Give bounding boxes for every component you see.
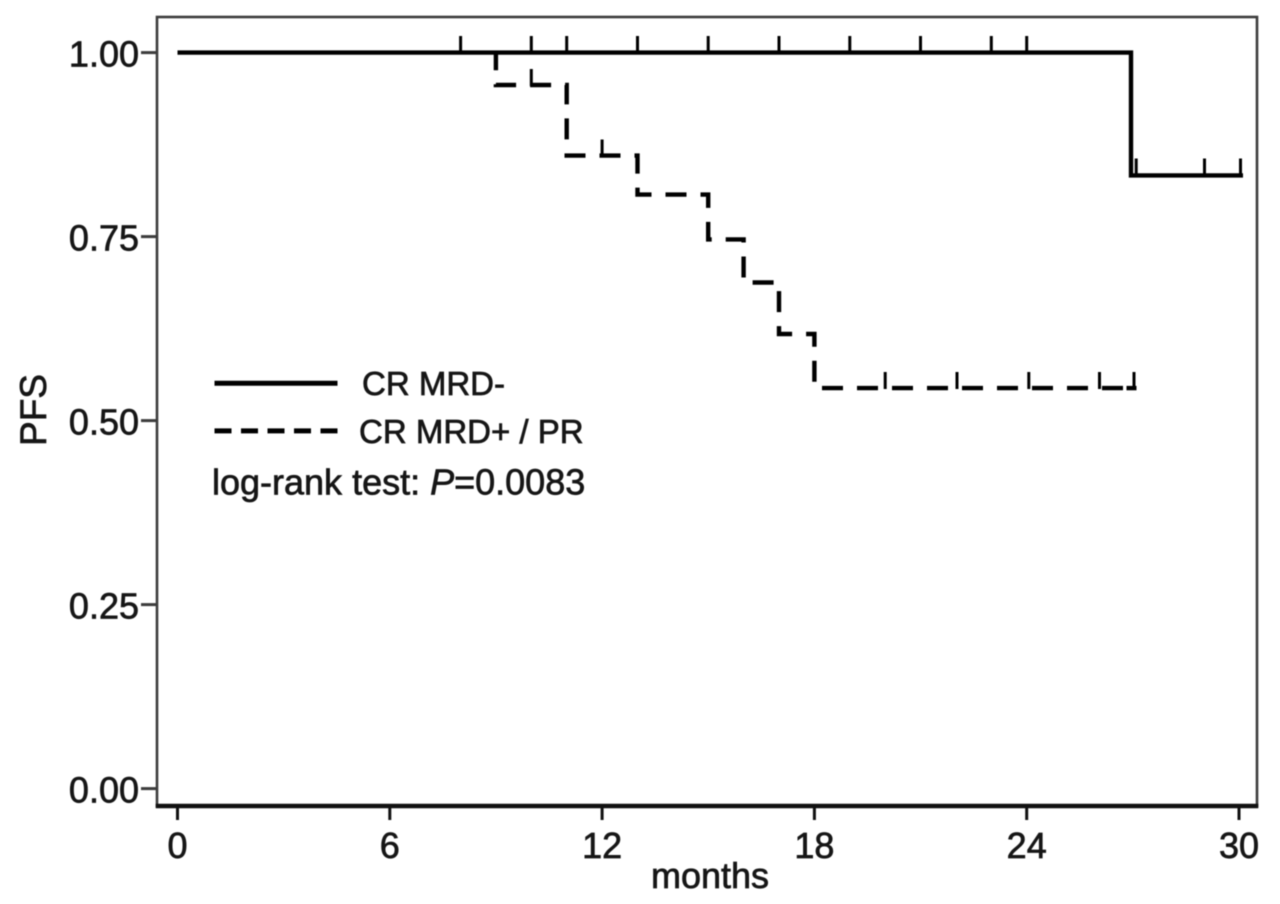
svg-text:6: 6 — [380, 825, 400, 866]
svg-text:log-rank test: P=0.0083: log-rank test: P=0.0083 — [212, 462, 585, 503]
svg-text:24: 24 — [1007, 825, 1047, 866]
svg-text:30: 30 — [1219, 825, 1259, 866]
svg-text:0.50: 0.50 — [69, 402, 139, 443]
svg-text:0.75: 0.75 — [69, 218, 139, 259]
svg-text:0: 0 — [167, 825, 187, 866]
svg-text:18: 18 — [794, 825, 834, 866]
svg-text:CR MRD-: CR MRD- — [362, 365, 505, 402]
svg-text:CR MRD+ / PR: CR MRD+ / PR — [359, 413, 584, 450]
svg-text:PFS: PFS — [13, 374, 54, 446]
svg-text:1.00: 1.00 — [69, 34, 139, 75]
svg-text:12: 12 — [582, 825, 622, 866]
svg-text:0.00: 0.00 — [69, 770, 139, 811]
svg-text:0.25: 0.25 — [69, 586, 139, 627]
svg-text:months: months — [651, 855, 769, 896]
